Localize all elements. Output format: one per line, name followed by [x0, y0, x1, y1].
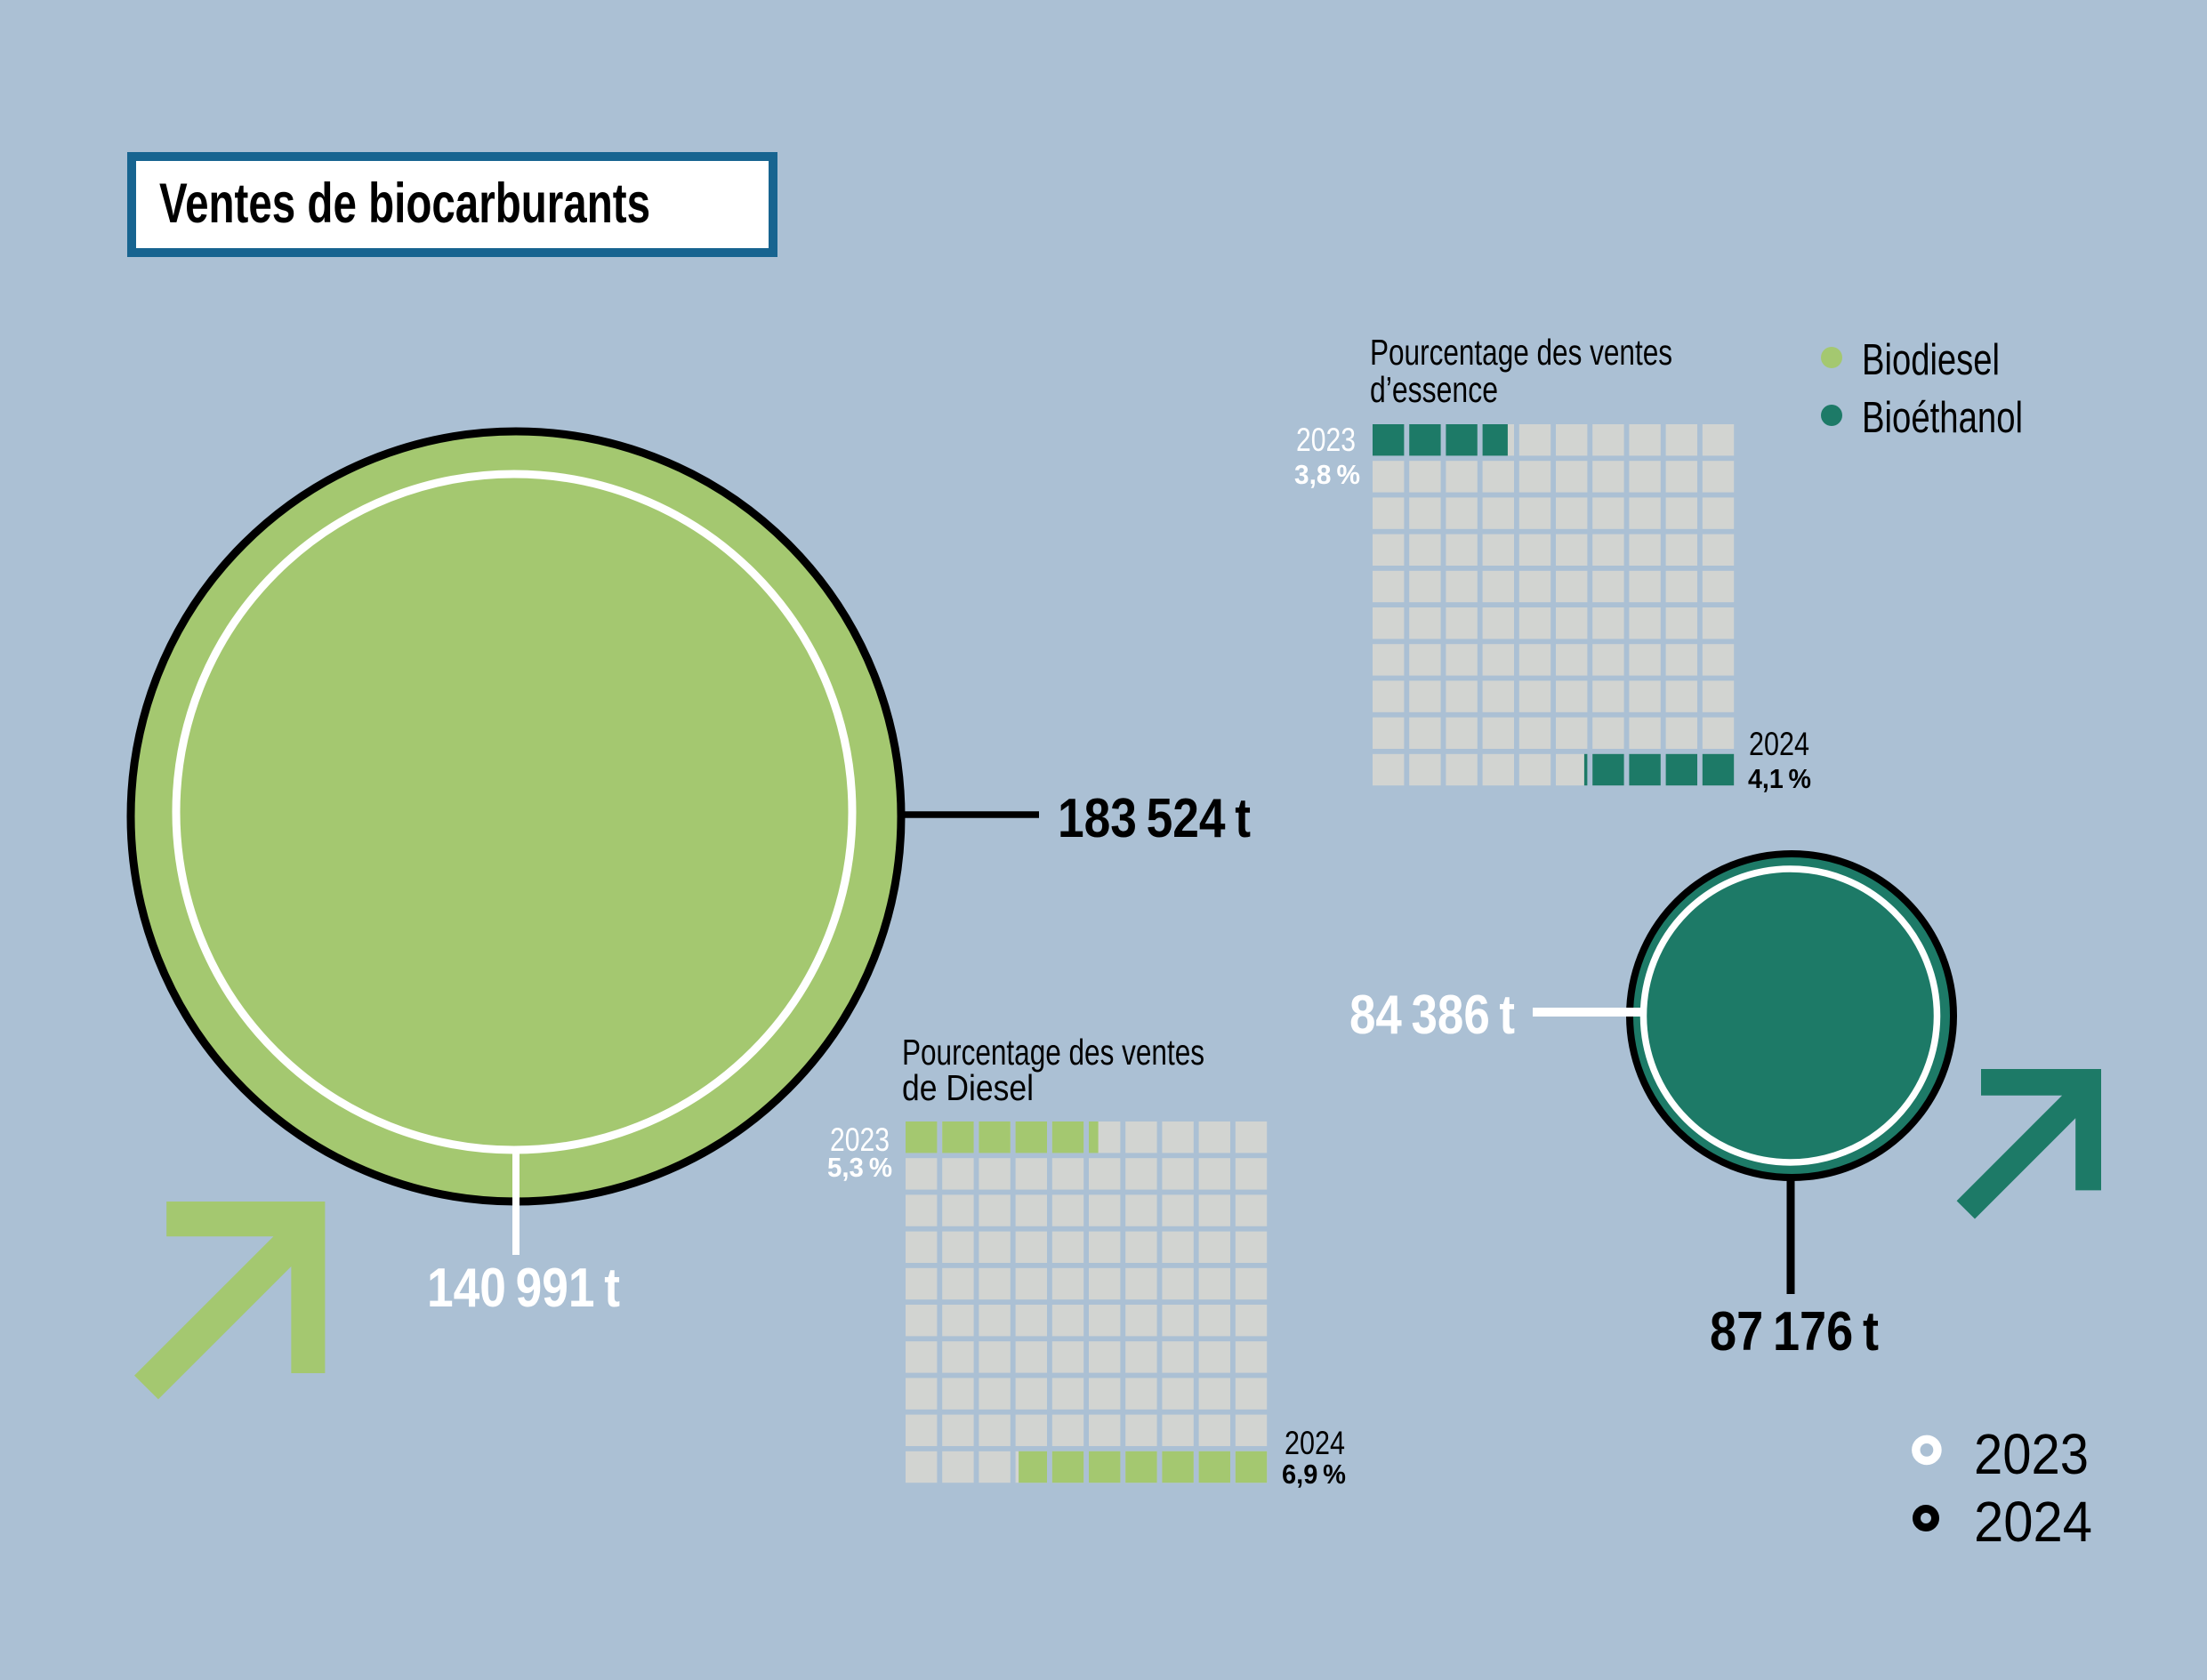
svg-text:Bioéthanol: Bioéthanol — [1862, 394, 2023, 442]
svg-text:87 176 t: 87 176 t — [1710, 1301, 1879, 1362]
svg-text:Pourcentage des ventes: Pourcentage des ventes — [1370, 332, 1672, 373]
svg-text:84 386 t: 84 386 t — [1349, 985, 1515, 1046]
svg-text:2023: 2023 — [1974, 1422, 2089, 1486]
svg-text:2023: 2023 — [830, 1121, 890, 1158]
svg-text:4,1 %: 4,1 % — [1748, 763, 1811, 794]
svg-text:2024: 2024 — [1285, 1425, 1345, 1461]
svg-text:2024: 2024 — [1974, 1490, 2092, 1554]
svg-text:2024: 2024 — [1749, 726, 1809, 762]
svg-text:183 524 t: 183 524 t — [1058, 788, 1251, 849]
svg-text:d’essence: d’essence — [1370, 369, 1498, 410]
svg-text:Biodiesel: Biodiesel — [1862, 336, 2000, 384]
svg-text:3,8 %: 3,8 % — [1294, 459, 1360, 490]
svg-text:5,3 %: 5,3 % — [827, 1152, 892, 1183]
svg-text:140 991 t: 140 991 t — [427, 1258, 620, 1319]
svg-text:Pourcentage des ventes: Pourcentage des ventes — [902, 1032, 1204, 1073]
svg-text:6,9 %: 6,9 % — [1282, 1459, 1346, 1490]
svg-text:de Diesel: de Diesel — [902, 1067, 1034, 1108]
svg-text:Ventes de biocarburants: Ventes de biocarburants — [159, 173, 650, 235]
svg-text:2023: 2023 — [1296, 422, 1356, 458]
